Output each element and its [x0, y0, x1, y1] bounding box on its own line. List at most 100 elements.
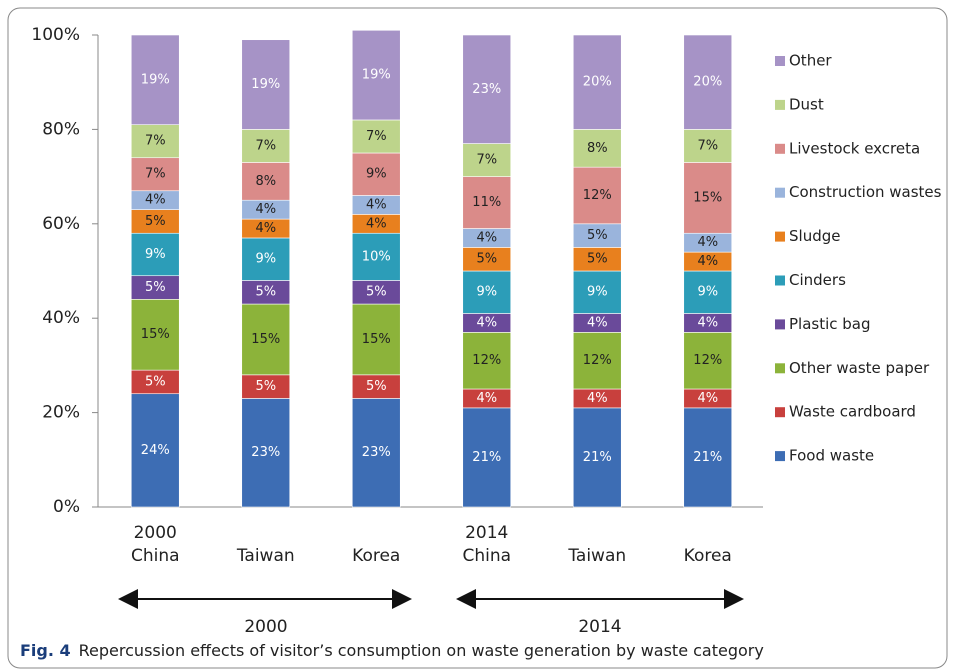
x-tick-label: 2000 China — [130, 523, 180, 566]
value-label: 4% — [255, 221, 276, 236]
value-label: 5% — [255, 379, 276, 394]
bar-segment — [572, 166, 622, 225]
legend-label: Waste cardboard — [789, 403, 916, 421]
value-label: 9% — [255, 252, 276, 267]
value-label: 5% — [587, 252, 608, 267]
bar-segment — [241, 129, 291, 163]
legend-swatch — [775, 451, 785, 462]
value-label: 7% — [255, 138, 276, 153]
value-label: 19% — [141, 72, 170, 87]
bar-segment — [462, 34, 512, 144]
y-tick-label: 40% — [42, 308, 80, 328]
value-label: 15% — [693, 190, 722, 205]
legend-swatch — [775, 231, 785, 242]
value-label: 4% — [476, 391, 497, 406]
bar-segment — [241, 303, 291, 376]
y-tick-label: 100% — [31, 25, 80, 45]
legend-swatch — [775, 407, 785, 418]
bar-segment — [351, 29, 401, 121]
value-label: 4% — [366, 216, 387, 231]
bar-segment — [683, 34, 733, 130]
value-label: 4% — [476, 230, 497, 245]
legend-label: Plastic bag — [789, 315, 871, 333]
bar-segment — [351, 303, 401, 376]
legend-swatch — [775, 143, 785, 154]
legend-label: Cinders — [789, 271, 846, 289]
bar-segment — [351, 398, 401, 508]
bar-segment — [130, 34, 180, 125]
bar-segment — [683, 162, 733, 234]
value-label: 12% — [472, 353, 501, 368]
legend-label: Livestock excreta — [789, 139, 920, 157]
bar-segment — [351, 232, 401, 281]
value-label: 4% — [697, 315, 718, 330]
value-label: 7% — [697, 138, 718, 153]
bar-segment — [130, 124, 180, 159]
value-label: 20% — [583, 75, 612, 90]
value-label: 4% — [255, 202, 276, 217]
value-label: 19% — [362, 68, 391, 83]
legend-swatch — [775, 319, 785, 330]
bar-segment — [351, 119, 401, 154]
bar-segment — [462, 270, 512, 314]
x-tick-label: Taiwan — [236, 546, 295, 566]
group-label: 2000 — [244, 617, 287, 637]
value-label: 4% — [366, 197, 387, 212]
value-label: 4% — [145, 193, 166, 208]
value-label: 7% — [145, 134, 166, 149]
value-label: 15% — [141, 327, 170, 342]
x-tick-label: Taiwan — [568, 546, 627, 566]
value-label: 5% — [145, 280, 166, 295]
value-label: 4% — [587, 315, 608, 330]
bar-segment — [241, 398, 291, 508]
value-label: 5% — [366, 379, 387, 394]
value-label: 5% — [145, 374, 166, 389]
x-tick-label: Korea — [683, 546, 732, 566]
legend-label: Dust — [789, 95, 824, 113]
value-label: 15% — [251, 332, 280, 347]
bar-segment — [130, 393, 180, 508]
bar-segment — [130, 232, 180, 277]
x-tick-label: 2014 China — [462, 523, 512, 566]
x-tick-label: Korea — [352, 546, 401, 566]
bar-segment — [572, 129, 622, 168]
y-tick-label: 0% — [53, 497, 80, 517]
bar-segment — [683, 332, 733, 390]
legend-label: Food waste — [789, 447, 874, 465]
bar-segment — [241, 39, 291, 130]
caption-text: Repercussion effects of visitor’s consum… — [78, 641, 764, 660]
value-label: 12% — [583, 188, 612, 203]
bar-segment — [241, 162, 291, 201]
caption-label: Fig. 4 — [20, 641, 71, 660]
value-label: 21% — [472, 450, 501, 465]
value-label: 9% — [145, 247, 166, 262]
bar-segment — [572, 34, 622, 130]
bar-segment — [130, 299, 180, 371]
value-label: 4% — [697, 254, 718, 269]
value-label: 23% — [251, 445, 280, 460]
value-label: 5% — [145, 214, 166, 229]
y-tick-label: 80% — [42, 119, 80, 139]
value-label: 9% — [587, 285, 608, 300]
value-label: 11% — [472, 195, 501, 210]
legend-swatch — [775, 56, 785, 66]
value-label: 5% — [366, 285, 387, 300]
value-label: 12% — [693, 353, 722, 368]
value-label: 5% — [476, 252, 497, 267]
caption: Fig. 4 Repercussion effects of visitor’s … — [20, 641, 764, 660]
value-label: 21% — [693, 450, 722, 465]
value-label: 8% — [587, 141, 608, 156]
value-label: 12% — [583, 353, 612, 368]
bar-segment — [683, 129, 733, 163]
value-label: 5% — [587, 228, 608, 243]
legend-label: Other — [789, 52, 832, 70]
value-label: 4% — [587, 391, 608, 406]
value-label: 9% — [697, 285, 718, 300]
bar-segment — [130, 157, 180, 192]
y-tick-label: 20% — [42, 403, 80, 423]
bar-segment — [572, 407, 622, 508]
value-label: 7% — [366, 129, 387, 144]
value-label: 7% — [145, 167, 166, 182]
bar-segment — [683, 270, 733, 314]
